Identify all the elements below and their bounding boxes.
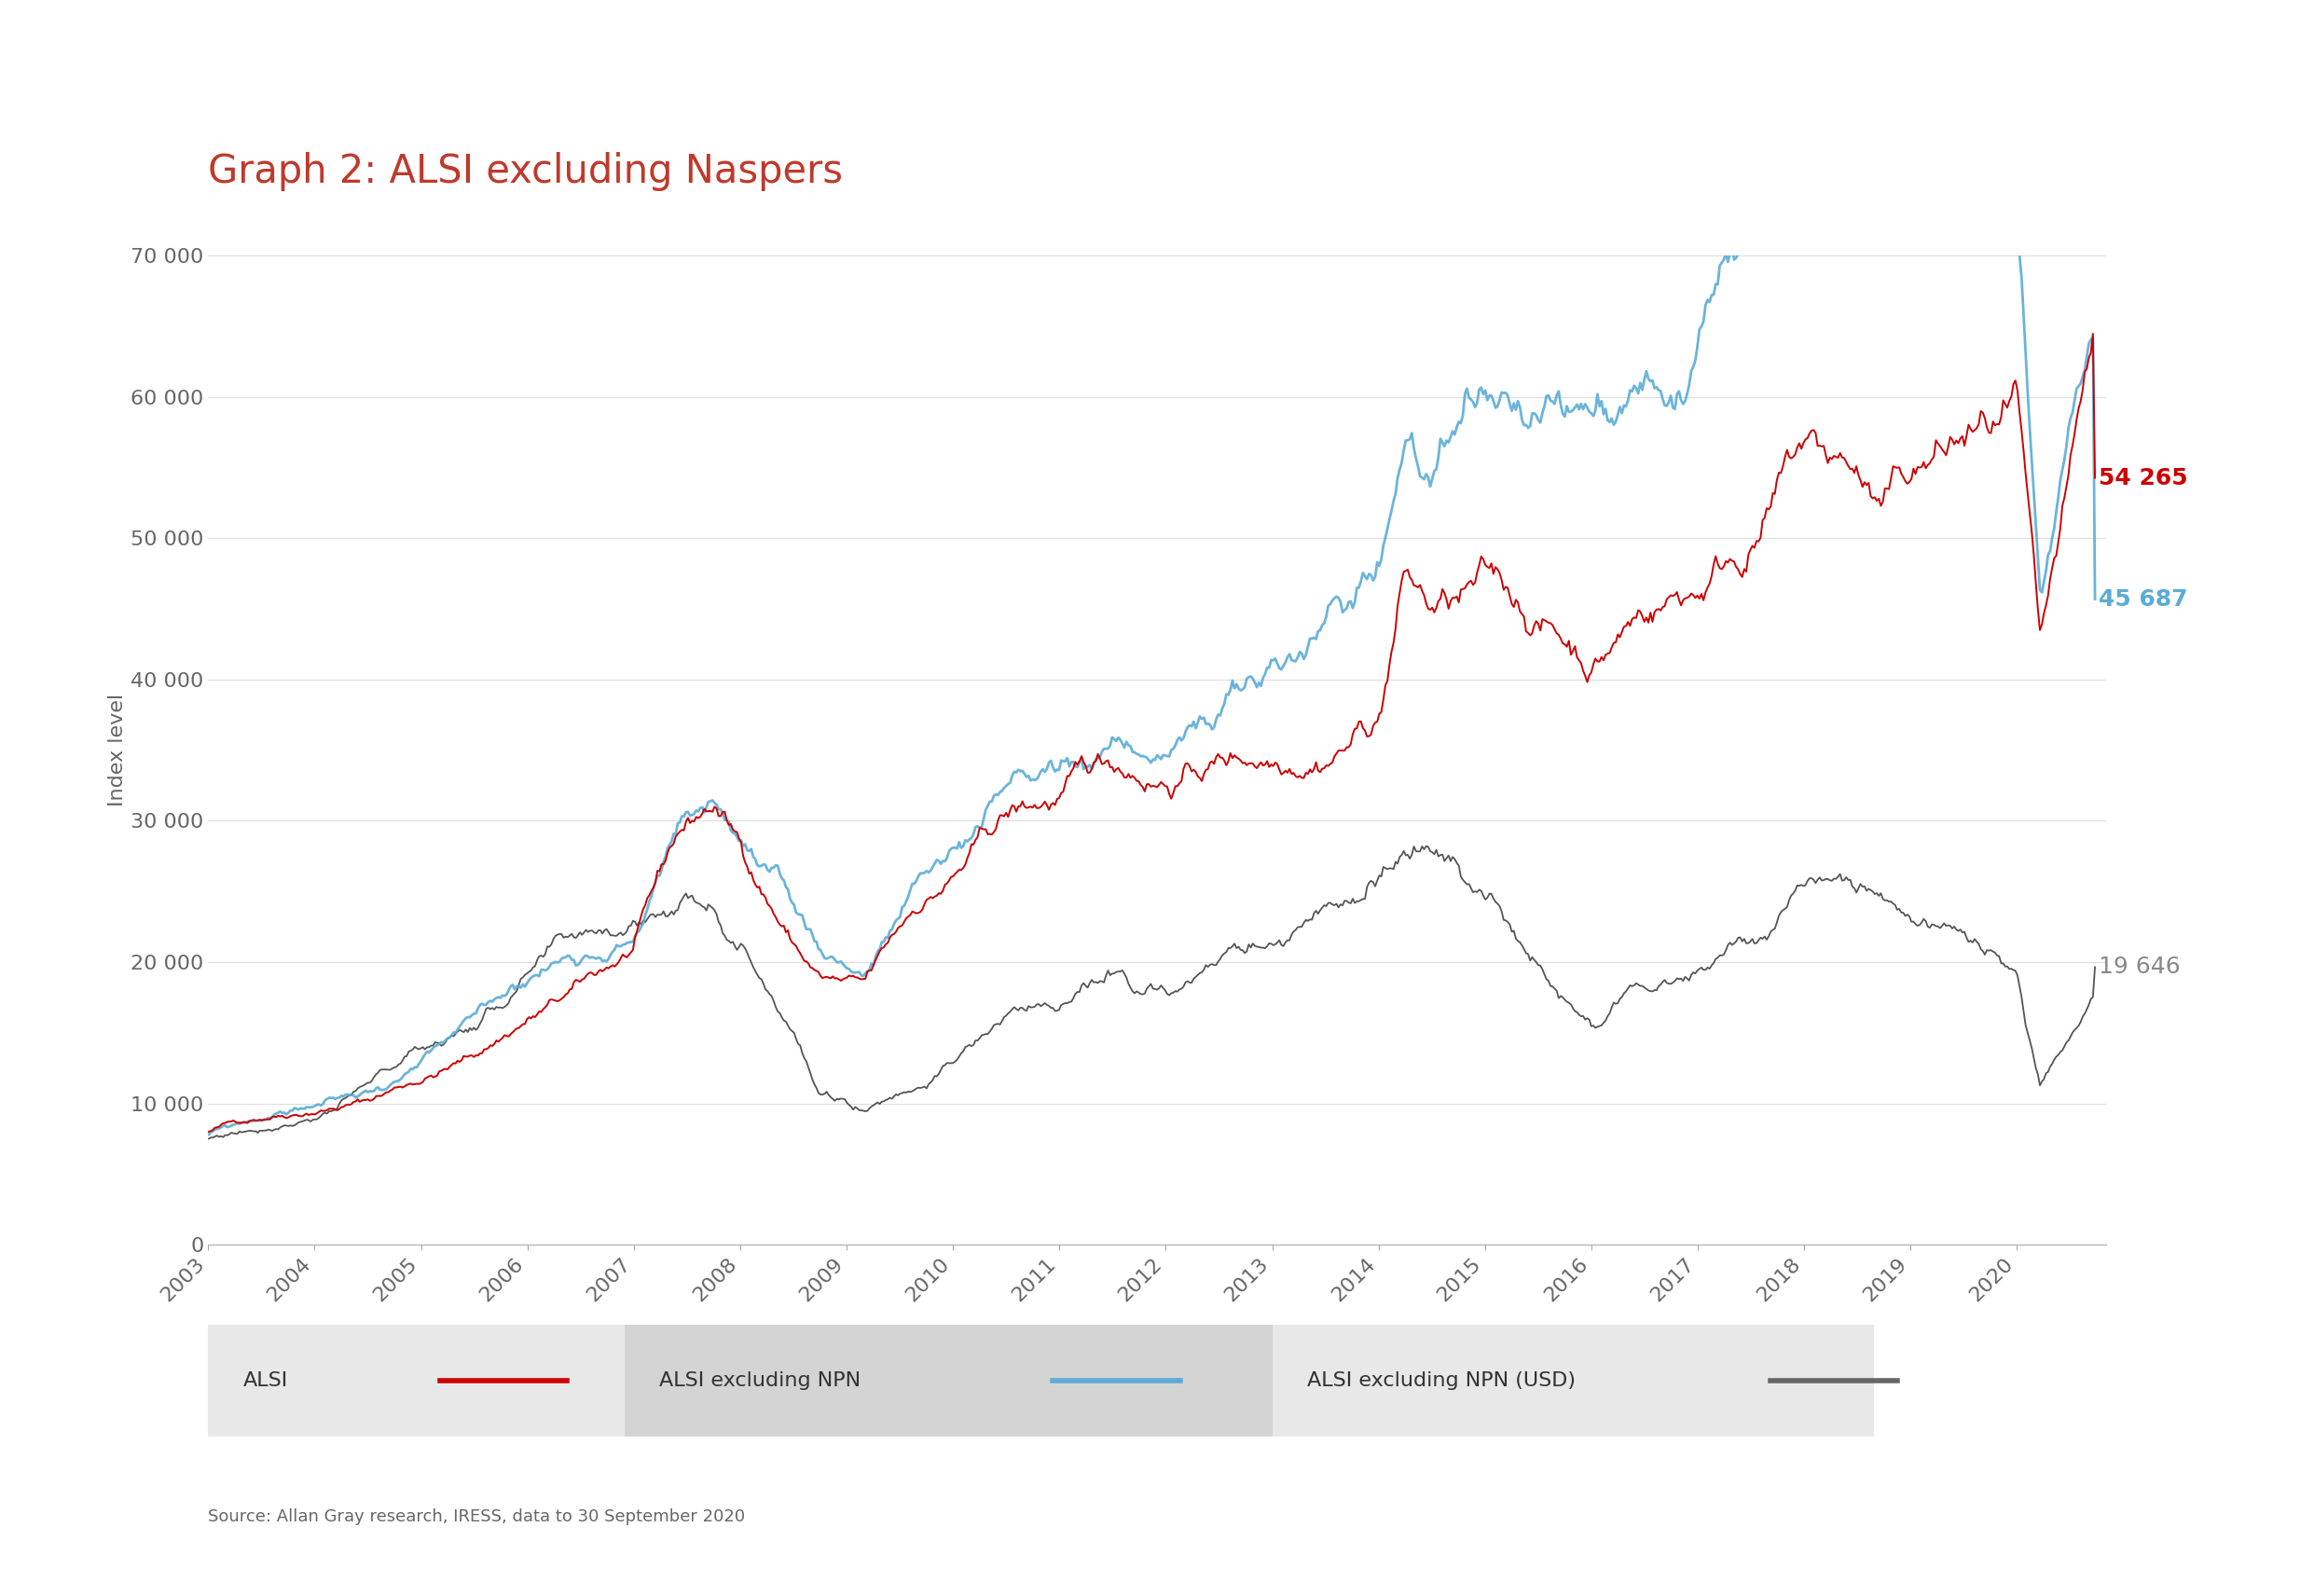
Text: 45 687: 45 687	[2099, 587, 2189, 610]
Text: ALSI excluding NPN (USD): ALSI excluding NPN (USD)	[1307, 1371, 1576, 1390]
Text: Source: Allan Gray research, IRESS, data to 30 September 2020: Source: Allan Gray research, IRESS, data…	[208, 1508, 745, 1526]
Text: 19 646: 19 646	[2099, 956, 2180, 978]
Text: 54 265: 54 265	[2099, 466, 2189, 488]
Text: ALSI excluding NPN: ALSI excluding NPN	[659, 1371, 861, 1390]
Y-axis label: Index level: Index level	[109, 694, 127, 806]
Text: Graph 2: ALSI excluding Naspers: Graph 2: ALSI excluding Naspers	[208, 152, 842, 192]
Text: ALSI: ALSI	[243, 1371, 287, 1390]
